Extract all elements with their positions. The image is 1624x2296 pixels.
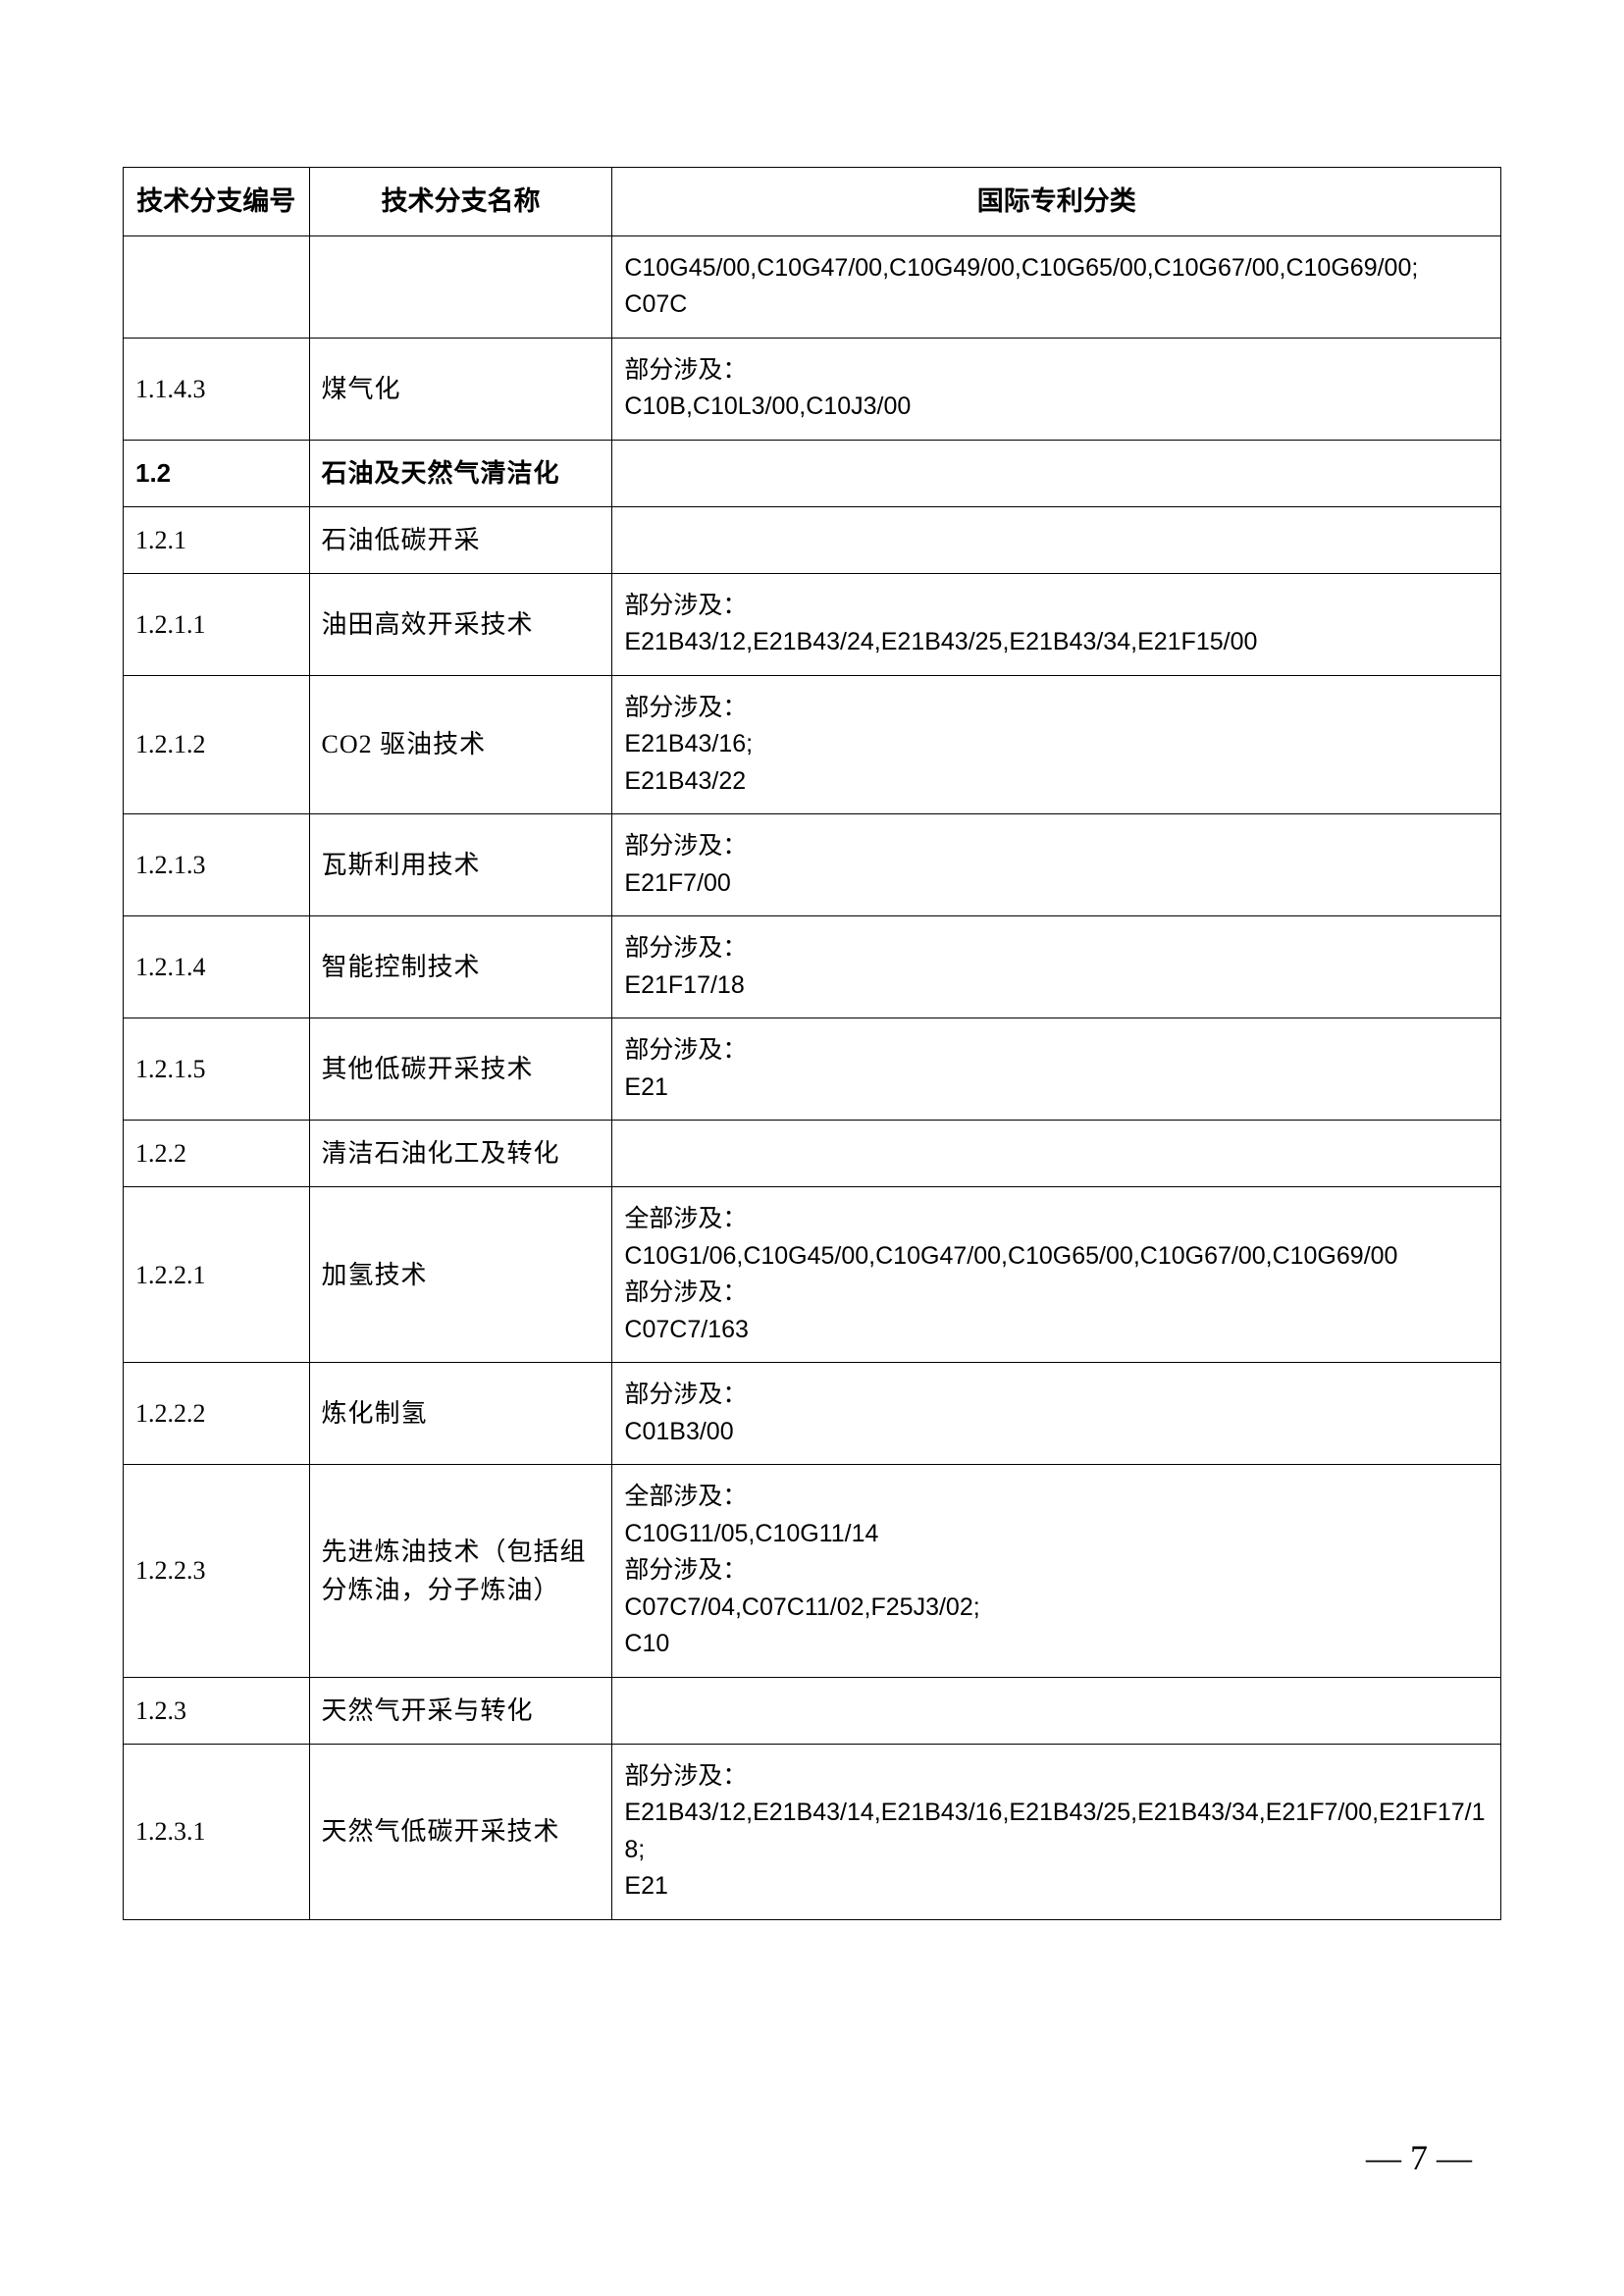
cell-code: 1.2.2 bbox=[124, 1121, 310, 1187]
table-row: 1.2.1.1油田高效开采技术部分涉及：E21B43/12,E21B43/24,… bbox=[124, 573, 1501, 675]
header-code: 技术分支编号 bbox=[124, 168, 310, 236]
cell-name: 天然气低碳开采技术 bbox=[309, 1744, 612, 1919]
cell-ipc: 部分涉及：E21B43/12,E21B43/14,E21B43/16,E21B4… bbox=[612, 1744, 1501, 1919]
cell-ipc: 部分涉及：C10B,C10L3/00,C10J3/00 bbox=[612, 338, 1501, 440]
cell-name: 油田高效开采技术 bbox=[309, 573, 612, 675]
cell-code: 1.2.1 bbox=[124, 506, 310, 573]
cell-ipc bbox=[612, 440, 1501, 506]
cell-code: 1.2.3 bbox=[124, 1677, 310, 1744]
cell-name: 先进炼油技术（包括组分炼油，分子炼油） bbox=[309, 1465, 612, 1678]
table-header-row: 技术分支编号 技术分支名称 国际专利分类 bbox=[124, 168, 1501, 236]
cell-code: 1.2.2.1 bbox=[124, 1187, 310, 1363]
cell-name: 煤气化 bbox=[309, 338, 612, 440]
cell-code: 1.1.4.3 bbox=[124, 338, 310, 440]
cell-name: 智能控制技术 bbox=[309, 916, 612, 1018]
cell-code: 1.2.1.4 bbox=[124, 916, 310, 1018]
header-ipc: 国际专利分类 bbox=[612, 168, 1501, 236]
cell-name: 其他低碳开采技术 bbox=[309, 1018, 612, 1121]
table-row: 1.2.1.2CO2 驱油技术部分涉及：E21B43/16;E21B43/22 bbox=[124, 675, 1501, 814]
document-page: 技术分支编号 技术分支名称 国际专利分类 C10G45/00,C10G47/00… bbox=[0, 0, 1624, 2018]
cell-ipc: 部分涉及：E21F17/18 bbox=[612, 916, 1501, 1018]
table-row: 1.2.3天然气开采与转化 bbox=[124, 1677, 1501, 1744]
table-body: C10G45/00,C10G47/00,C10G49/00,C10G65/00,… bbox=[124, 235, 1501, 1919]
cell-name: 炼化制氢 bbox=[309, 1363, 612, 1465]
cell-code: 1.2.3.1 bbox=[124, 1744, 310, 1919]
cell-ipc: 部分涉及：E21F7/00 bbox=[612, 814, 1501, 916]
table-row: 1.2.2.1加氢技术全部涉及：C10G1/06,C10G45/00,C10G4… bbox=[124, 1187, 1501, 1363]
table-row: 1.2.2清洁石油化工及转化 bbox=[124, 1121, 1501, 1187]
table-row: 1.2.1.3瓦斯利用技术部分涉及：E21F7/00 bbox=[124, 814, 1501, 916]
cell-code: 1.2.1.5 bbox=[124, 1018, 310, 1121]
cell-code: 1.2.2.2 bbox=[124, 1363, 310, 1465]
table-row: 1.2.3.1天然气低碳开采技术部分涉及：E21B43/12,E21B43/14… bbox=[124, 1744, 1501, 1919]
cell-name: 石油及天然气清洁化 bbox=[309, 440, 612, 506]
cell-ipc: 全部涉及：C10G11/05,C10G11/14部分涉及：C07C7/04,C0… bbox=[612, 1465, 1501, 1678]
cell-ipc bbox=[612, 506, 1501, 573]
table-row: 1.2.1石油低碳开采 bbox=[124, 506, 1501, 573]
table-row: 1.2.1.4智能控制技术部分涉及：E21F17/18 bbox=[124, 916, 1501, 1018]
table-row: 1.2石油及天然气清洁化 bbox=[124, 440, 1501, 506]
cell-name: 石油低碳开采 bbox=[309, 506, 612, 573]
header-name: 技术分支名称 bbox=[309, 168, 612, 236]
cell-ipc: 部分涉及：E21 bbox=[612, 1018, 1501, 1121]
table-row: 1.2.2.2炼化制氢部分涉及：C01B3/00 bbox=[124, 1363, 1501, 1465]
table-row: 1.2.2.3先进炼油技术（包括组分炼油，分子炼油）全部涉及：C10G11/05… bbox=[124, 1465, 1501, 1678]
cell-name: 清洁石油化工及转化 bbox=[309, 1121, 612, 1187]
cell-name: 加氢技术 bbox=[309, 1187, 612, 1363]
cell-ipc: C10G45/00,C10G47/00,C10G49/00,C10G65/00,… bbox=[612, 235, 1501, 338]
cell-ipc bbox=[612, 1121, 1501, 1187]
table-row: 1.2.1.5其他低碳开采技术部分涉及：E21 bbox=[124, 1018, 1501, 1121]
table-row: C10G45/00,C10G47/00,C10G49/00,C10G65/00,… bbox=[124, 235, 1501, 338]
cell-ipc: 全部涉及：C10G1/06,C10G45/00,C10G47/00,C10G65… bbox=[612, 1187, 1501, 1363]
cell-code: 1.2.2.3 bbox=[124, 1465, 310, 1678]
cell-code: 1.2.1.2 bbox=[124, 675, 310, 814]
cell-name bbox=[309, 235, 612, 338]
cell-name: 瓦斯利用技术 bbox=[309, 814, 612, 916]
cell-code: 1.2 bbox=[124, 440, 310, 506]
cell-code: 1.2.1.3 bbox=[124, 814, 310, 916]
cell-code bbox=[124, 235, 310, 338]
cell-code: 1.2.1.1 bbox=[124, 573, 310, 675]
page-number: — 7 — bbox=[1366, 2137, 1472, 2178]
cell-name: CO2 驱油技术 bbox=[309, 675, 612, 814]
table-row: 1.1.4.3煤气化部分涉及：C10B,C10L3/00,C10J3/00 bbox=[124, 338, 1501, 440]
classification-table: 技术分支编号 技术分支名称 国际专利分类 C10G45/00,C10G47/00… bbox=[123, 167, 1501, 1920]
cell-ipc: 部分涉及：E21B43/12,E21B43/24,E21B43/25,E21B4… bbox=[612, 573, 1501, 675]
cell-name: 天然气开采与转化 bbox=[309, 1677, 612, 1744]
cell-ipc: 部分涉及：E21B43/16;E21B43/22 bbox=[612, 675, 1501, 814]
cell-ipc: 部分涉及：C01B3/00 bbox=[612, 1363, 1501, 1465]
cell-ipc bbox=[612, 1677, 1501, 1744]
